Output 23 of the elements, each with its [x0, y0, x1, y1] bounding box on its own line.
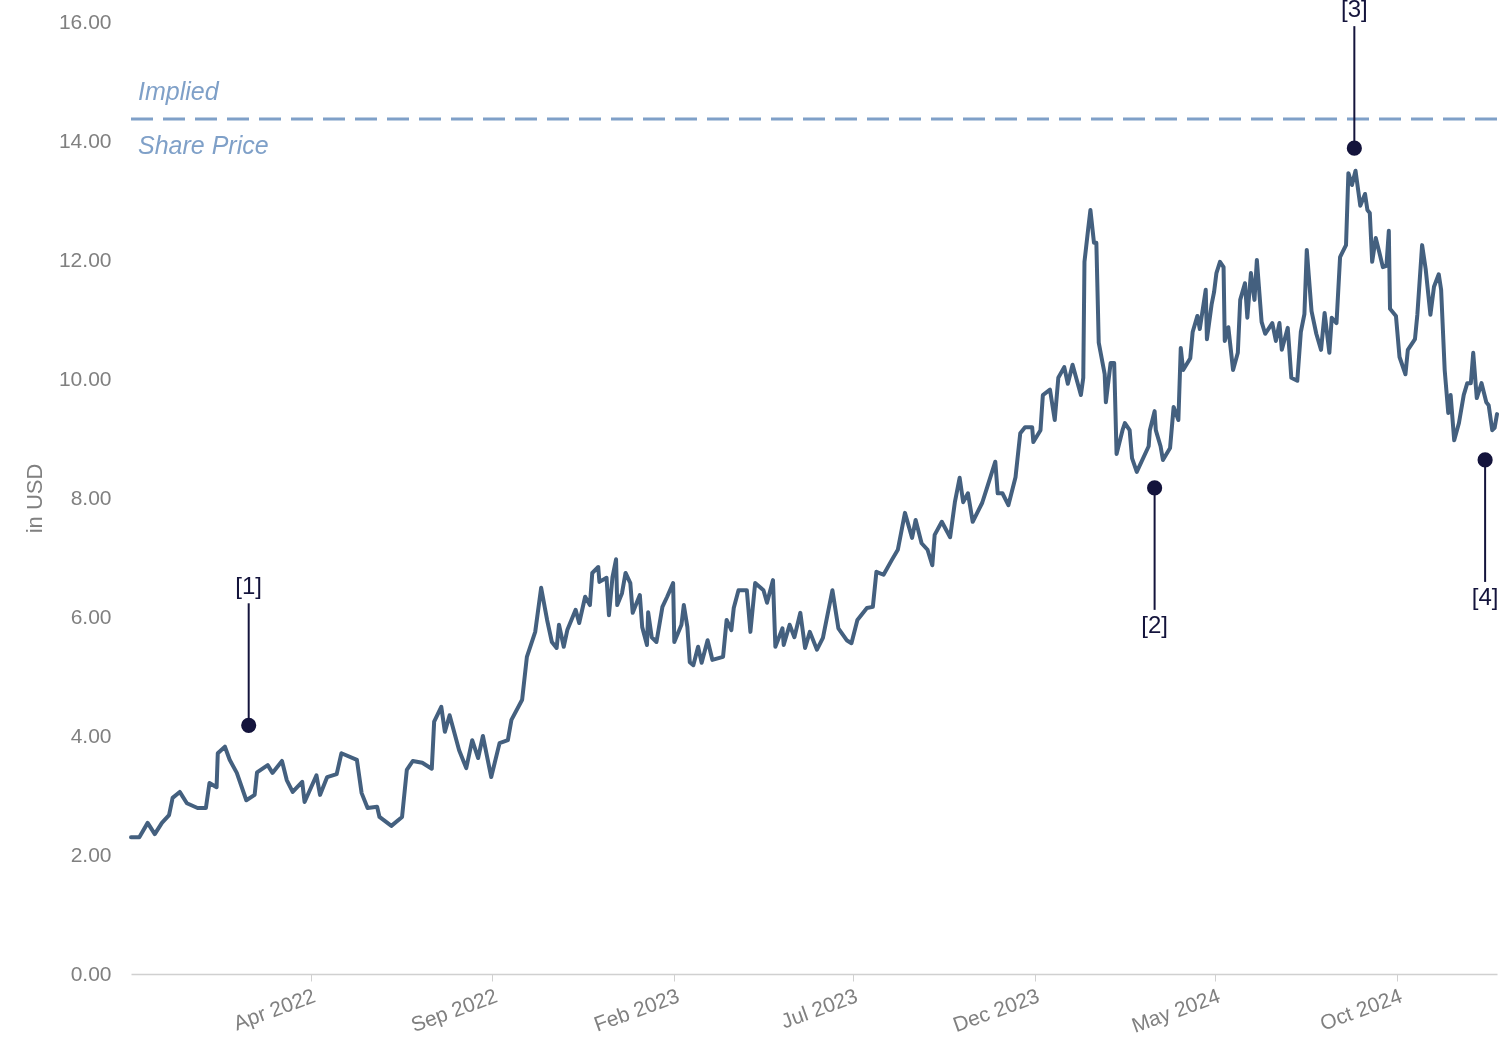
y-tick-label: 4.00: [70, 723, 112, 747]
ref-line-label: Implied Share Price: [138, 76, 269, 159]
x-tick-label: May 2024: [1128, 983, 1224, 1037]
line-series: [129, 168, 1499, 840]
y-tick-label: 16.00: [58, 9, 112, 33]
y-tick-label: 12.00: [58, 247, 112, 271]
y-tick-label: 8.00: [70, 485, 112, 509]
x-tick-label: Oct 2024: [1316, 983, 1406, 1035]
y-tick-label: 14.00: [58, 128, 112, 152]
x-tick-label: Apr 2022: [230, 983, 319, 1035]
y-tick-label: 6.00: [70, 604, 112, 628]
x-tick-label: Feb 2023: [590, 983, 682, 1036]
x-tick-label: Jul 2023: [777, 983, 861, 1033]
x-tick-label: Dec 2023: [949, 983, 1043, 1036]
x-tick-label: Sep 2022: [407, 983, 501, 1036]
annotation: [4]: [1471, 582, 1499, 610]
y-tick-label: 2.00: [70, 842, 112, 866]
y-tick-label: 10.00: [58, 366, 112, 390]
y-tick-label: 0.00: [70, 961, 112, 985]
annotation: [1]: [235, 572, 263, 600]
y-axis-title: in USD: [21, 463, 47, 534]
annotation: [2]: [1141, 610, 1168, 638]
annotation: [3]: [1340, 0, 1368, 23]
